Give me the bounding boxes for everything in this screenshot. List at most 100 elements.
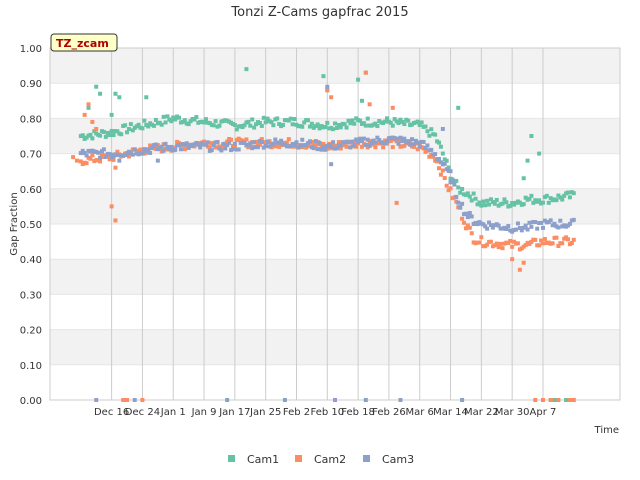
- data-point: [460, 187, 465, 192]
- data-point: [517, 267, 522, 272]
- data-point: [130, 128, 135, 133]
- data-point: [101, 147, 106, 152]
- data-point: [161, 114, 166, 119]
- data-point: [425, 129, 430, 134]
- data-point: [80, 148, 85, 153]
- data-point: [488, 239, 493, 244]
- data-point: [311, 146, 316, 151]
- data-point: [107, 133, 112, 138]
- data-point: [365, 137, 370, 142]
- data-point: [350, 139, 355, 144]
- data-point: [288, 116, 293, 121]
- data-point: [481, 222, 486, 227]
- y-axis-label: Gap Fraction: [9, 192, 20, 255]
- data-point: [304, 145, 309, 150]
- data-point: [361, 136, 366, 141]
- data-point: [423, 124, 428, 129]
- series-cam3: [78, 84, 576, 402]
- data-point: [142, 147, 147, 152]
- data-point: [436, 166, 441, 171]
- data-point: [465, 215, 470, 220]
- x-tick-label: Dec 24: [125, 407, 160, 418]
- x-tick-label: Feb 2: [283, 407, 310, 418]
- data-point: [90, 153, 95, 158]
- x-tick-label: Mar 6: [406, 407, 434, 418]
- data-point: [539, 220, 544, 225]
- data-point: [213, 119, 218, 124]
- data-point: [567, 398, 572, 402]
- data-point: [402, 136, 407, 141]
- y-tick-label: 0.70: [20, 150, 42, 161]
- data-point: [159, 122, 164, 127]
- data-point: [111, 133, 116, 138]
- data-point: [236, 147, 241, 152]
- data-point: [111, 157, 116, 162]
- data-point: [300, 124, 305, 129]
- data-point: [460, 398, 465, 402]
- data-point: [496, 245, 501, 250]
- data-point: [86, 105, 91, 110]
- data-point: [257, 142, 262, 147]
- y-tick-label: 0.00: [20, 396, 42, 407]
- data-point: [128, 122, 133, 127]
- data-point: [348, 145, 353, 150]
- data-point: [571, 398, 576, 402]
- data-point: [529, 239, 534, 244]
- data-point: [140, 151, 145, 156]
- data-point: [319, 147, 324, 152]
- data-point: [331, 140, 336, 145]
- data-point: [469, 231, 474, 236]
- data-point: [346, 118, 351, 123]
- data-point: [252, 125, 257, 130]
- data-point: [282, 398, 287, 402]
- data-point: [209, 148, 214, 153]
- data-point: [390, 105, 395, 110]
- data-point: [400, 119, 405, 124]
- data-point: [448, 186, 453, 191]
- data-point: [398, 398, 403, 402]
- data-point: [188, 119, 193, 124]
- x-tick-label: Dec 16: [94, 407, 129, 418]
- data-point: [94, 126, 99, 131]
- data-point: [415, 140, 420, 145]
- data-point: [271, 123, 276, 128]
- data-point: [429, 147, 434, 152]
- data-point: [82, 112, 87, 117]
- data-point: [261, 115, 266, 120]
- data-point: [467, 210, 472, 215]
- data-point: [373, 140, 378, 145]
- data-point: [523, 243, 528, 248]
- data-point: [411, 142, 416, 147]
- data-point: [317, 140, 322, 145]
- data-point: [475, 222, 480, 227]
- data-point: [410, 137, 415, 142]
- data-point: [130, 152, 135, 157]
- data-point: [363, 398, 368, 402]
- data-point: [510, 244, 515, 249]
- data-point: [227, 140, 232, 145]
- data-point: [552, 398, 557, 402]
- data-point: [425, 143, 430, 148]
- data-point: [279, 138, 284, 143]
- data-point: [113, 91, 118, 96]
- data-point: [325, 84, 330, 89]
- data-point: [469, 198, 474, 203]
- data-point: [494, 197, 499, 202]
- legend-swatch-cam2: [295, 455, 302, 462]
- data-point: [492, 201, 497, 206]
- x-tick-label: Feb 18: [341, 407, 375, 418]
- data-point: [84, 161, 89, 166]
- data-point: [415, 147, 420, 152]
- y-tick-label: 0.40: [20, 255, 42, 266]
- data-point: [323, 125, 328, 130]
- data-point: [105, 130, 110, 135]
- data-point: [329, 144, 334, 149]
- data-point: [277, 140, 282, 145]
- data-point: [548, 196, 553, 201]
- data-point: [284, 140, 289, 145]
- data-point: [556, 225, 561, 230]
- data-point: [248, 123, 253, 128]
- data-point: [456, 200, 461, 205]
- data-point: [567, 221, 572, 226]
- data-point: [533, 220, 538, 225]
